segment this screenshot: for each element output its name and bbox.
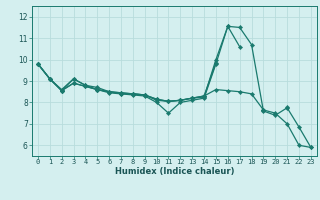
X-axis label: Humidex (Indice chaleur): Humidex (Indice chaleur) [115, 167, 234, 176]
